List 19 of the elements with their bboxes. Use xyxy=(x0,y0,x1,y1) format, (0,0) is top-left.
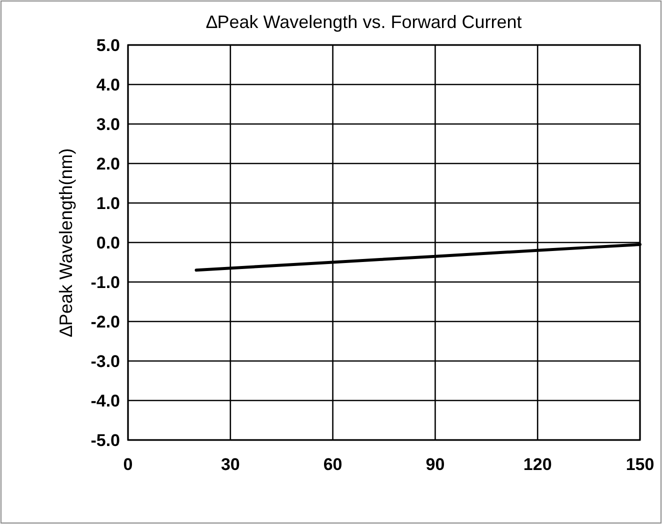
chart-title: ∆Peak Wavelength vs. Forward Current xyxy=(206,12,522,32)
x-tick-label: 0 xyxy=(123,455,133,474)
y-tick-label: 3.0 xyxy=(96,115,120,134)
y-tick-label: 5.0 xyxy=(96,36,120,55)
y-tick-label: -1.0 xyxy=(90,273,120,292)
y-tick-label: 2.0 xyxy=(96,154,120,174)
x-tick-label: 120 xyxy=(523,455,552,474)
y-tick-label: -5.0 xyxy=(90,431,120,450)
x-tick-label: 30 xyxy=(220,455,240,474)
y-tick-label: -4.0 xyxy=(90,392,120,410)
y-axis-title: ∆Peak Wavelength(nm) xyxy=(56,148,76,337)
y-tick-label: -2.0 xyxy=(90,312,120,332)
x-tick-label: 60 xyxy=(323,455,342,474)
y-tick-label: 0.0 xyxy=(96,234,120,252)
x-tick-label: 150 xyxy=(626,455,654,474)
y-tick-label: 1.0 xyxy=(96,194,120,213)
y-tick-label: 4.0 xyxy=(96,76,120,94)
x-tick-label: 90 xyxy=(426,455,445,474)
y-tick-label: -3.0 xyxy=(90,352,120,371)
